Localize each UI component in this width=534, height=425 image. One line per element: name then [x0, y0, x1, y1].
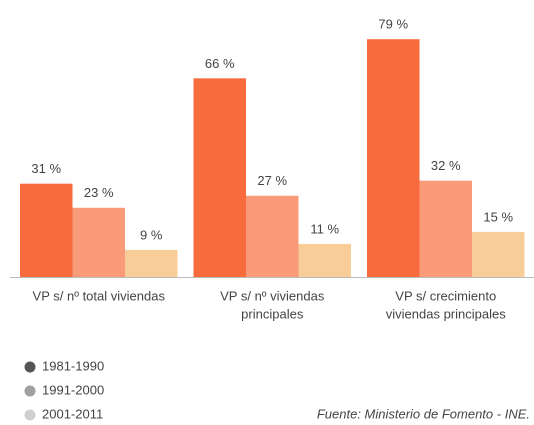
x-tick-label: VP s/ nº viviendas: [220, 288, 325, 303]
value-label: 15 %: [483, 209, 513, 224]
bar: [125, 249, 178, 277]
bar: [472, 231, 525, 277]
value-label: 31 %: [31, 161, 61, 176]
x-tick-label: VP s/ nº total viviendas: [33, 288, 166, 303]
value-label: 27 %: [257, 173, 287, 188]
bar: [246, 195, 299, 277]
x-tick-label: viviendas principales: [386, 306, 506, 321]
bar: [419, 180, 472, 277]
x-tick-label: VP s/ crecimiento: [395, 288, 496, 303]
value-label: 32 %: [431, 158, 461, 173]
bar: [20, 183, 73, 277]
legend-marker: [24, 409, 36, 421]
x-tick-label: principales: [241, 306, 304, 321]
legend-marker: [24, 385, 36, 397]
source-note: Fuente: Ministerio de Fomento - INE.: [317, 406, 530, 421]
value-label: 23 %: [84, 185, 114, 200]
value-label: 9 %: [140, 227, 163, 242]
value-label: 66 %: [205, 56, 235, 71]
bar: [367, 39, 420, 278]
value-label: 11 %: [310, 221, 339, 236]
bar: [72, 207, 125, 277]
legend-marker: [24, 361, 36, 373]
legend-label: 1991-2000: [42, 382, 104, 397]
legend-label: 1981-1990: [42, 358, 104, 373]
bar: [193, 78, 246, 277]
value-label: 79 %: [378, 17, 408, 32]
legend-label: 2001-2011: [42, 406, 103, 421]
bar: [298, 243, 351, 277]
